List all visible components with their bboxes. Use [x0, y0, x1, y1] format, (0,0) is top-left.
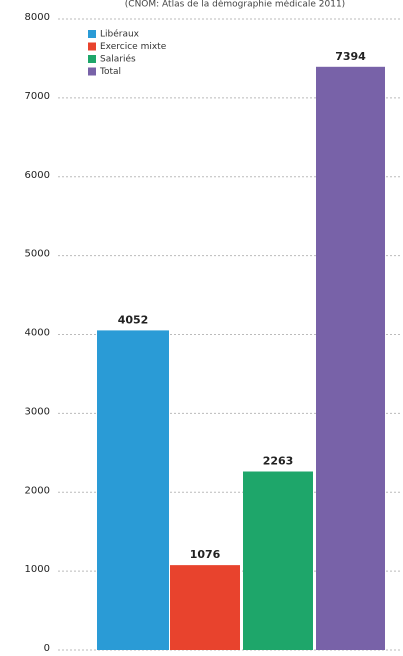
y-tick-label: 1000 — [25, 564, 50, 575]
y-tick-label: 2000 — [25, 485, 50, 496]
value-label: 7394 — [335, 50, 366, 63]
y-tick-label: 4000 — [25, 328, 50, 339]
value-label: 2263 — [263, 455, 294, 468]
bar — [316, 66, 385, 651]
bar — [97, 330, 169, 650]
y-tick-label: 5000 — [25, 249, 50, 260]
legend-swatch — [88, 55, 96, 63]
y-tick-label: 8000 — [25, 12, 50, 23]
chart-title: (CNOM: Atlas de la démographie médicale … — [125, 0, 345, 10]
legend-swatch — [88, 42, 96, 51]
legend-swatch — [88, 30, 96, 38]
value-label: 1076 — [190, 548, 221, 561]
bar — [170, 565, 240, 650]
y-tick-label: 7000 — [25, 91, 50, 102]
y-tick-label: 0 — [44, 643, 50, 652]
legend-label: Libéraux — [100, 29, 140, 40]
legend-label: Total — [99, 67, 121, 77]
value-label: 4052 — [118, 313, 149, 326]
y-tick-label: 6000 — [25, 170, 50, 181]
y-tick-label: 3000 — [25, 406, 50, 417]
bar — [243, 471, 313, 650]
legend-label: Salariés — [100, 54, 136, 65]
legend-swatch — [88, 67, 96, 76]
legend-label: Exercice mixte — [100, 42, 167, 52]
